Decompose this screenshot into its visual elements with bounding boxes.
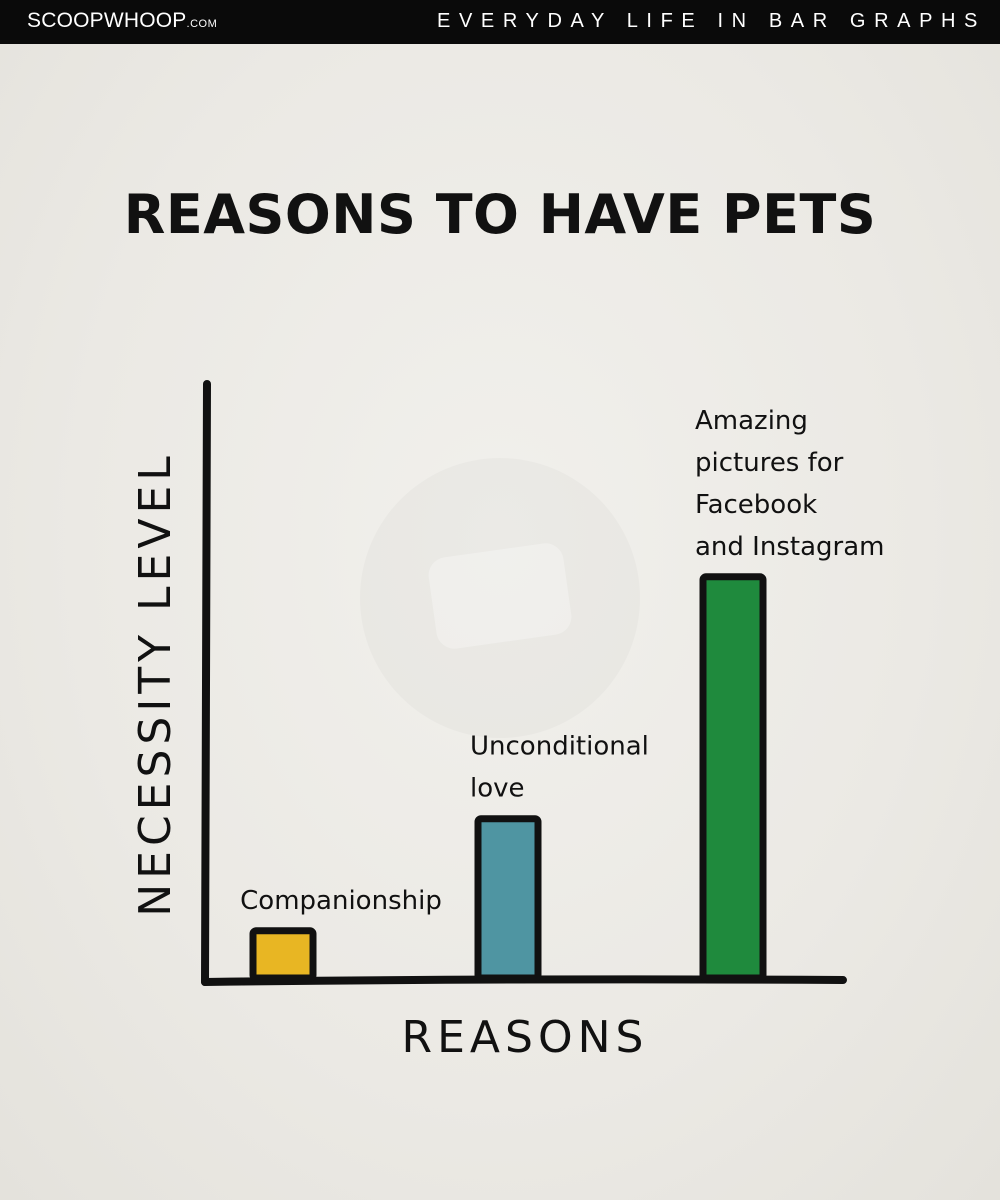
bar-1 xyxy=(474,815,542,982)
bar-0 xyxy=(249,927,317,982)
brand-logo[interactable]: SCOOPWHOOP.COM xyxy=(27,9,217,33)
bar-label-2-line-0: Amazing xyxy=(695,406,808,436)
bar-label-0-line-0: Companionship xyxy=(240,886,442,916)
x-axis-label: REASONS xyxy=(402,1012,649,1063)
bar-labels-group: Companionship Unconditional love Amazing pic… xyxy=(240,406,884,916)
chart-title: REASONS TO HAVE PETS xyxy=(123,183,877,246)
bar-label-1-line-1: love xyxy=(470,774,525,804)
bar-label-2-line-1: pictures for xyxy=(695,448,844,478)
bar-label-2-line-2: Facebook xyxy=(695,490,817,520)
y-axis-label: NECESSITY LEVEL xyxy=(130,451,181,917)
bars-group xyxy=(249,573,767,982)
series-title: EVERYDAY LIFE IN BAR GRAPHS xyxy=(437,10,986,32)
y-axis xyxy=(201,380,211,986)
brand-suffix: .COM xyxy=(186,18,218,30)
brand-name: SCOOPWHOOP xyxy=(27,9,187,32)
header-bar: SCOOPWHOOP.COM EVERYDAY LIFE IN BAR GRAP… xyxy=(0,0,1000,44)
bar-label-1-line-0: Unconditional xyxy=(470,732,649,762)
bar-2 xyxy=(699,573,767,982)
bar-label-2-line-3: and Instagram xyxy=(695,532,884,562)
